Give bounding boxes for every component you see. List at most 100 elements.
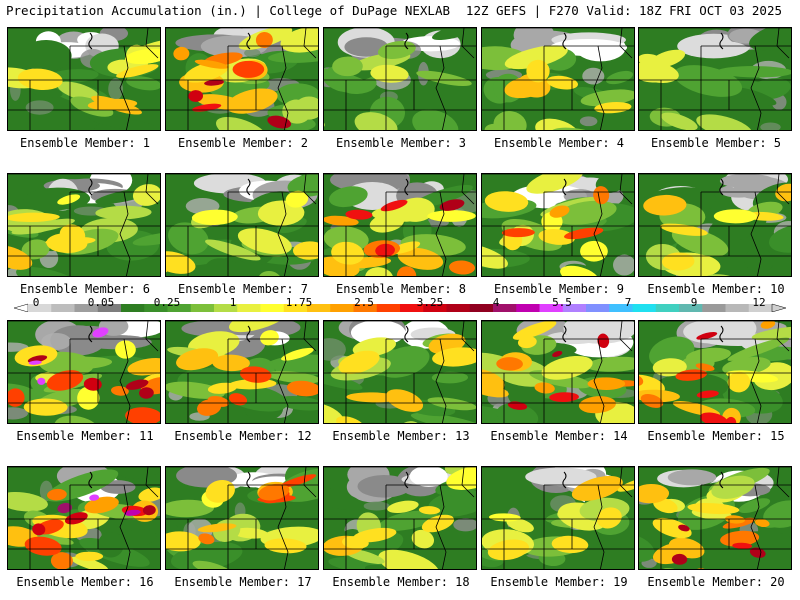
state-boundary bbox=[277, 484, 289, 569]
state-boundary bbox=[119, 338, 131, 423]
colorbar-segment bbox=[725, 304, 750, 312]
colorbar-segment bbox=[353, 304, 378, 312]
ensemble-panel-15 bbox=[638, 320, 792, 424]
colorbar-segment bbox=[51, 304, 75, 312]
state-boundary bbox=[119, 484, 131, 569]
precip-field-map bbox=[8, 28, 160, 130]
state-boundary bbox=[776, 321, 790, 352]
ensemble-member-label: Ensemble Member: 20 bbox=[647, 575, 785, 589]
ensemble-panel-10 bbox=[638, 173, 792, 277]
state-boundary bbox=[593, 191, 605, 276]
state-boundary bbox=[303, 321, 317, 352]
colorbar-segment bbox=[446, 304, 471, 312]
colorbar-tick-label: 3.25 bbox=[416, 296, 444, 309]
precip-field-map bbox=[166, 28, 318, 130]
state-boundary bbox=[593, 338, 605, 423]
colorbar-segment bbox=[539, 304, 564, 312]
colorbar-segment bbox=[283, 304, 308, 312]
state-boundary bbox=[776, 174, 790, 205]
precip-field-map bbox=[324, 174, 476, 276]
ensemble-panel-8 bbox=[323, 173, 477, 277]
ensemble-panel-17 bbox=[165, 466, 319, 570]
ensemble-member-label: Ensemble Member: 12 bbox=[174, 429, 312, 443]
colorbar-tick-label: 12 bbox=[752, 296, 766, 309]
precip-field-map bbox=[8, 174, 160, 276]
ensemble-member-label: Ensemble Member: 19 bbox=[490, 575, 628, 589]
state-boundary bbox=[461, 467, 475, 498]
colorbar-tick-label: 2.5 bbox=[354, 296, 374, 309]
precip-field-map bbox=[639, 467, 791, 569]
state-boundary bbox=[277, 45, 289, 130]
colorbar-min-arrow bbox=[13, 303, 29, 312]
precipitation-colorbar bbox=[13, 303, 787, 312]
state-boundary bbox=[303, 28, 317, 59]
state-boundary bbox=[119, 191, 131, 276]
colorbar-tick-label: 5.5 bbox=[552, 296, 572, 309]
state-boundary bbox=[145, 174, 159, 205]
precip-field-map bbox=[482, 174, 634, 276]
colorbar-segment bbox=[74, 304, 99, 312]
state-boundary bbox=[435, 338, 447, 423]
state-boundary bbox=[303, 174, 317, 205]
colorbar-segment bbox=[260, 304, 285, 312]
colorbar-segment bbox=[748, 304, 773, 312]
state-boundary bbox=[776, 28, 790, 59]
ensemble-panel-13 bbox=[323, 320, 477, 424]
state-boundary bbox=[145, 467, 159, 498]
colorbar-tick-label: 4 bbox=[492, 296, 500, 309]
colorbar-segment bbox=[330, 304, 354, 312]
colorbar-segment bbox=[423, 304, 447, 312]
ensemble-panel-19 bbox=[481, 466, 635, 570]
ensemble-panel-18 bbox=[323, 466, 477, 570]
ensemble-panel-7 bbox=[165, 173, 319, 277]
ensemble-panel-2 bbox=[165, 27, 319, 131]
state-boundary bbox=[277, 191, 289, 276]
state-boundary bbox=[593, 484, 605, 569]
ensemble-panel-4 bbox=[481, 27, 635, 131]
colorbar-segment bbox=[121, 304, 145, 312]
state-boundary bbox=[619, 321, 633, 352]
ensemble-member-label: Ensemble Member: 5 bbox=[650, 136, 782, 150]
precip-field-map bbox=[8, 321, 160, 423]
colorbar-segment bbox=[237, 304, 261, 312]
state-boundary bbox=[750, 484, 762, 569]
ensemble-member-label: Ensemble Member: 9 bbox=[493, 282, 625, 296]
state-boundary bbox=[277, 338, 289, 423]
state-boundary bbox=[303, 467, 317, 498]
ensemble-member-label: Ensemble Member: 16 bbox=[16, 575, 154, 589]
colorbar-segment bbox=[400, 304, 424, 312]
ensemble-panel-3 bbox=[323, 27, 477, 131]
colorbar-tick-label: 1.75 bbox=[285, 296, 313, 309]
colorbar-segment bbox=[679, 304, 703, 312]
ensemble-member-label: Ensemble Member: 7 bbox=[177, 282, 309, 296]
colorbar-segment bbox=[655, 304, 680, 312]
colorbar-tick-label: 0.25 bbox=[153, 296, 181, 309]
state-boundary bbox=[119, 45, 131, 130]
colorbar-segment bbox=[609, 304, 633, 312]
colorbar-segment bbox=[632, 304, 657, 312]
colorbar-segment bbox=[28, 304, 52, 312]
colorbar-segment bbox=[562, 304, 587, 312]
colorbar-segment bbox=[190, 304, 215, 312]
model-valid-time: 12Z GEFS | F270 Valid: 18Z FRI OCT 03 20… bbox=[465, 3, 782, 18]
colorbar-tick-label: 0 bbox=[32, 296, 40, 309]
map-title: Precipitation Accumulation (in.) | Colle… bbox=[6, 3, 451, 18]
state-boundary bbox=[461, 174, 475, 205]
colorbar-tick-label: 9 bbox=[690, 296, 698, 309]
state-boundary bbox=[750, 338, 762, 423]
state-boundary bbox=[593, 45, 605, 130]
colorbar-segment bbox=[702, 304, 726, 312]
ensemble-member-label: Ensemble Member: 4 bbox=[493, 136, 625, 150]
precip-field-map bbox=[482, 28, 634, 130]
ensemble-member-label: Ensemble Member: 2 bbox=[177, 136, 309, 150]
ensemble-panel-11 bbox=[7, 320, 161, 424]
colorbar-segment bbox=[97, 304, 122, 312]
colorbar-segment bbox=[144, 304, 168, 312]
colorbar-tick-label: 0.05 bbox=[87, 296, 115, 309]
colorbar-segment bbox=[493, 304, 517, 312]
state-boundary bbox=[750, 45, 762, 130]
ensemble-member-label: Ensemble Member: 8 bbox=[335, 282, 467, 296]
precip-field-map bbox=[482, 321, 634, 423]
precip-field-map bbox=[639, 321, 791, 423]
colorbar-segment bbox=[516, 304, 540, 312]
